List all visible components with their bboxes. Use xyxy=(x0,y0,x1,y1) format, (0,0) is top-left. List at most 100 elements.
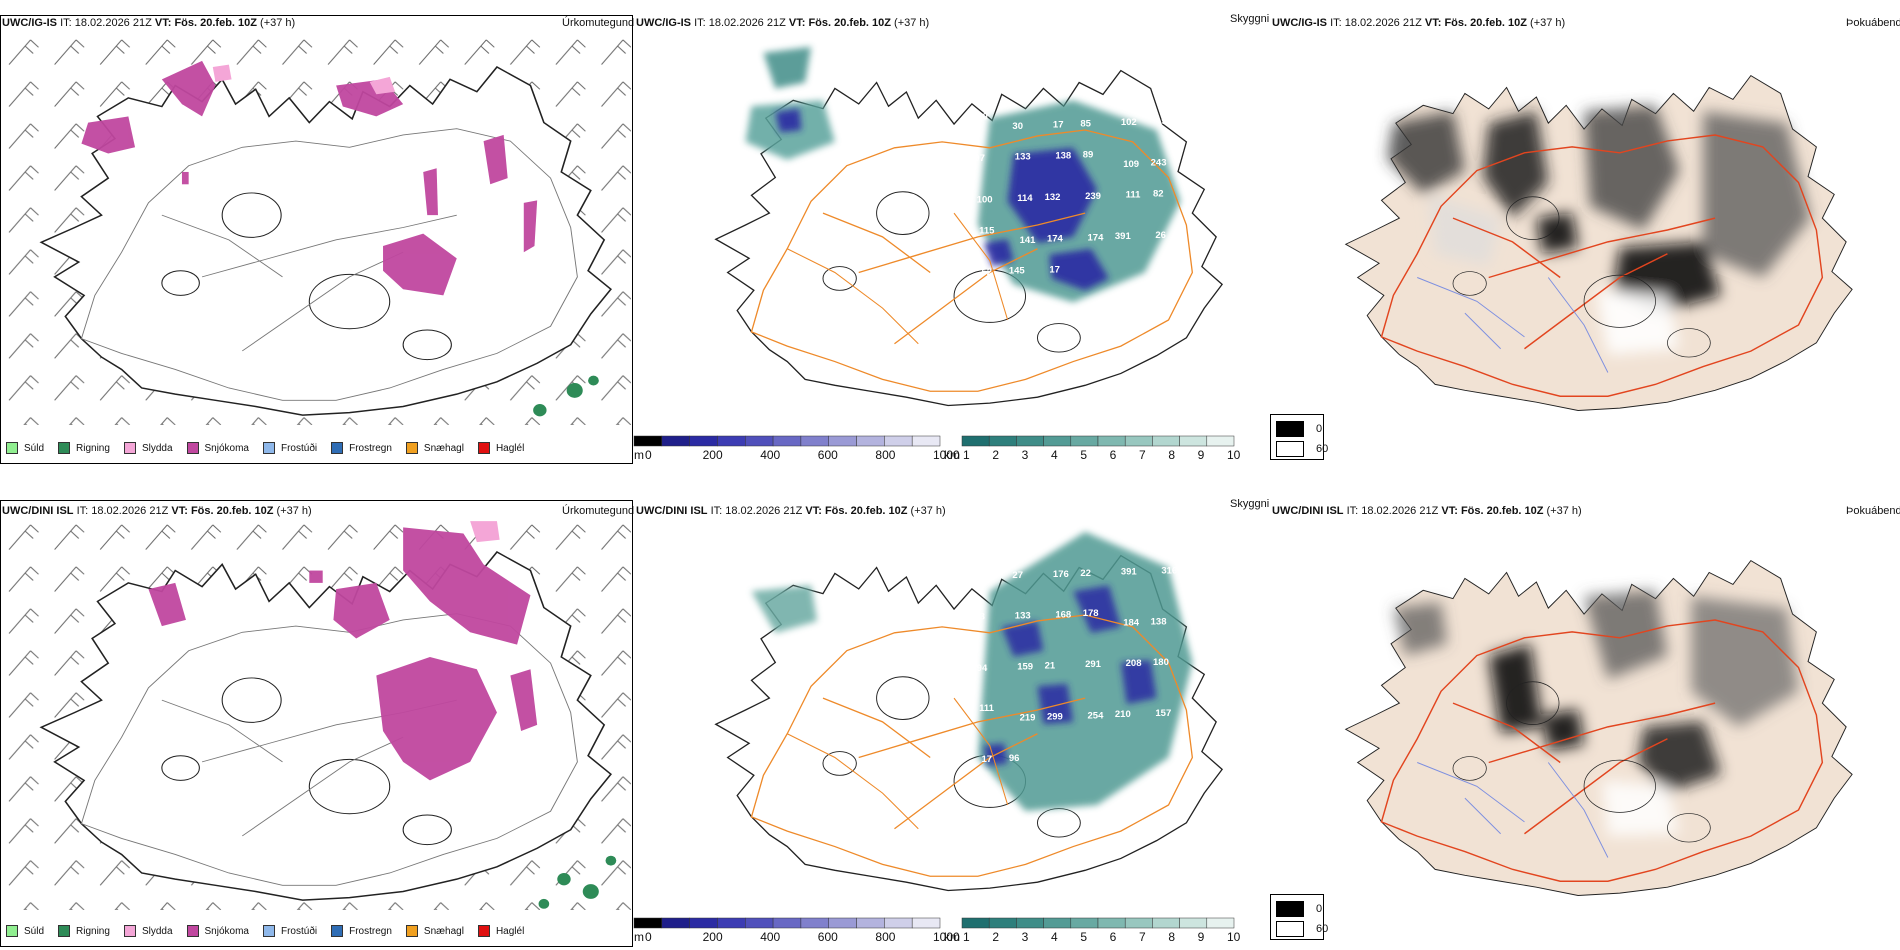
cloud-map-top: 100 30 17 85 102 92 97 133 138 89 109 243 100 114 132 2… xyxy=(715,46,1223,407)
ceiling-value-label: 102 xyxy=(1121,117,1137,128)
colorbar-tick-label: 2 xyxy=(992,930,1000,944)
ceiling-colorbar-bottom: m 0 200 400 600 800 1000 xyxy=(633,917,960,948)
legend-swatch xyxy=(262,925,275,937)
cloud-map-bottom: 29 27 176 22 391 316 93 133 168 178 184 138 94 159 21 2… xyxy=(715,531,1223,892)
model-name: UWC/IG-IS xyxy=(1272,17,1327,29)
fog-legend-label: 0 xyxy=(1316,903,1323,915)
ceiling-value-label: 30 xyxy=(1012,121,1023,132)
it-label: IT: xyxy=(1330,17,1342,29)
legend-item: Frostregn xyxy=(331,925,392,937)
legend-label: Frostúði xyxy=(280,442,318,454)
colorbar-tick-label: 10 xyxy=(1227,448,1241,462)
colorbar-swatch xyxy=(988,435,1017,447)
legend-label: Súld xyxy=(24,442,45,454)
colorbar-swatch xyxy=(1070,435,1099,447)
colorbar-swatch xyxy=(961,917,990,929)
legend-swatch xyxy=(186,925,199,937)
precip-frame-top xyxy=(0,15,633,464)
legend-label: Súld xyxy=(24,925,45,937)
legend-swatch xyxy=(405,925,418,937)
ceiling-value-label: 254 xyxy=(1087,710,1104,721)
legend-swatch xyxy=(123,925,136,937)
ceiling-value-label: 52 xyxy=(981,267,992,278)
legend-item: Frostregn xyxy=(331,442,392,454)
legend-item: Frostúði xyxy=(262,442,318,454)
colorbar-swatch xyxy=(745,435,774,447)
legend-swatch xyxy=(477,442,490,454)
legend-label: Haglél xyxy=(495,925,525,937)
fog-legend-bottom: 0 60 xyxy=(1270,894,1328,940)
visibility-unit: km xyxy=(944,930,960,944)
colorbar-tick-label: 3 xyxy=(1021,448,1029,462)
ceiling-value-label: 22 xyxy=(1080,568,1091,579)
ceiling-unit: m xyxy=(634,448,644,462)
fog-legend-label: 0 xyxy=(1316,423,1323,435)
ceiling-value-label: 157 xyxy=(1155,708,1171,719)
vt-label: VT: xyxy=(1441,505,1458,517)
legend-item: Frostúði xyxy=(262,925,318,937)
colorbar-swatch xyxy=(856,435,885,447)
fog-title-top: Þokuábendi xyxy=(1846,17,1900,29)
model-name: UWC/DINI ISL xyxy=(1272,505,1344,517)
colorbar-tick-label: 800 xyxy=(875,930,896,944)
ceiling-value-label: 89 xyxy=(1083,149,1094,160)
vt-value: Fös. 20.feb. 10Z xyxy=(190,505,274,517)
legend-label: Frostúði xyxy=(280,925,318,937)
colorbar-swatch xyxy=(1016,917,1044,929)
colorbar-swatch xyxy=(828,917,857,929)
it-value: 18.02.2026 21Z xyxy=(708,17,786,29)
legend-label: Rigning xyxy=(76,442,110,454)
colorbar-tick-label: 600 xyxy=(817,930,838,944)
precip-map-top xyxy=(1,30,631,425)
legend-swatch xyxy=(331,442,344,454)
colorbar-swatch xyxy=(689,917,718,929)
lead-time: (+37 h) xyxy=(1530,17,1566,29)
fog-legend-row: 0 xyxy=(1276,421,1322,437)
lead-time: (+37 h) xyxy=(1546,505,1582,517)
colorbar-tick-label: 4 xyxy=(1051,930,1058,944)
vt-label: VT: xyxy=(1424,17,1442,29)
ceiling-value-label: 176 xyxy=(1053,569,1069,580)
ceiling-value-label: 184 xyxy=(1123,618,1140,629)
legend-label: Snæhagl xyxy=(423,442,464,454)
ceiling-value-label: 243 xyxy=(1151,158,1167,169)
precip-legend-bottom: Súld Rigning Slydda Snjókoma Frostúði Fr… xyxy=(6,925,538,937)
colorbar-swatch xyxy=(661,917,690,929)
ceiling-value-label: 159 xyxy=(1017,662,1033,673)
colorbar-tick-label: 5 xyxy=(1080,930,1088,944)
it-value: 18.02.2026 21Z xyxy=(1361,505,1439,517)
lead-time: (+37 h) xyxy=(910,505,946,517)
legend-label: Rigning xyxy=(76,925,110,937)
it-label: IT: xyxy=(76,505,89,517)
ceiling-colorbar-swatches xyxy=(633,917,941,929)
ceiling-value-label: 291 xyxy=(1085,659,1102,670)
colorbar-swatch xyxy=(884,435,913,447)
legend-swatch xyxy=(58,442,71,454)
legend-swatch xyxy=(331,925,344,937)
legend-item: Súld xyxy=(6,442,44,454)
colorbar-tick-label: 800 xyxy=(875,448,896,462)
panel-header-precip-bottom: UWC/DINI ISL IT: 18.02.2026 21Z VT: Fös.… xyxy=(2,505,312,517)
colorbar-swatch xyxy=(689,435,718,447)
precip-title-top: Úrkomutegund xyxy=(562,17,635,29)
ceiling-labels-bottom: 29 27 176 22 391 316 93 133 168 178 184 138 94 159 21 2… xyxy=(972,561,1177,766)
legend-item: Snjókoma xyxy=(186,925,249,937)
colorbar-tick-label: 2 xyxy=(992,448,1000,462)
colorbar-swatch xyxy=(1124,435,1153,447)
ceiling-value-label: 174 xyxy=(1087,232,1104,243)
ceiling-value-label: 115 xyxy=(979,225,995,236)
legend-label: Haglél xyxy=(495,442,525,454)
ceiling-value-label: 210 xyxy=(1115,709,1131,720)
it-value: 18.02.2026 21Z xyxy=(91,505,169,517)
model-name: UWC/IG-IS xyxy=(636,17,691,29)
colorbar-tick-label: 10 xyxy=(1227,930,1241,944)
ceiling-value-label: 100 xyxy=(972,111,988,122)
visibility-colorbar-swatches xyxy=(961,917,1235,929)
colorbar-tick-label: 1000 xyxy=(933,930,960,944)
colorbar-tick-label: 200 xyxy=(702,448,723,462)
legend-swatch xyxy=(6,442,18,454)
it-value: 18.02.2026 21Z xyxy=(74,17,152,29)
colorbar-tick-label: 9 xyxy=(1197,448,1205,462)
fog-swatch xyxy=(1276,921,1304,937)
legend-label: Snjókoma xyxy=(204,925,249,937)
